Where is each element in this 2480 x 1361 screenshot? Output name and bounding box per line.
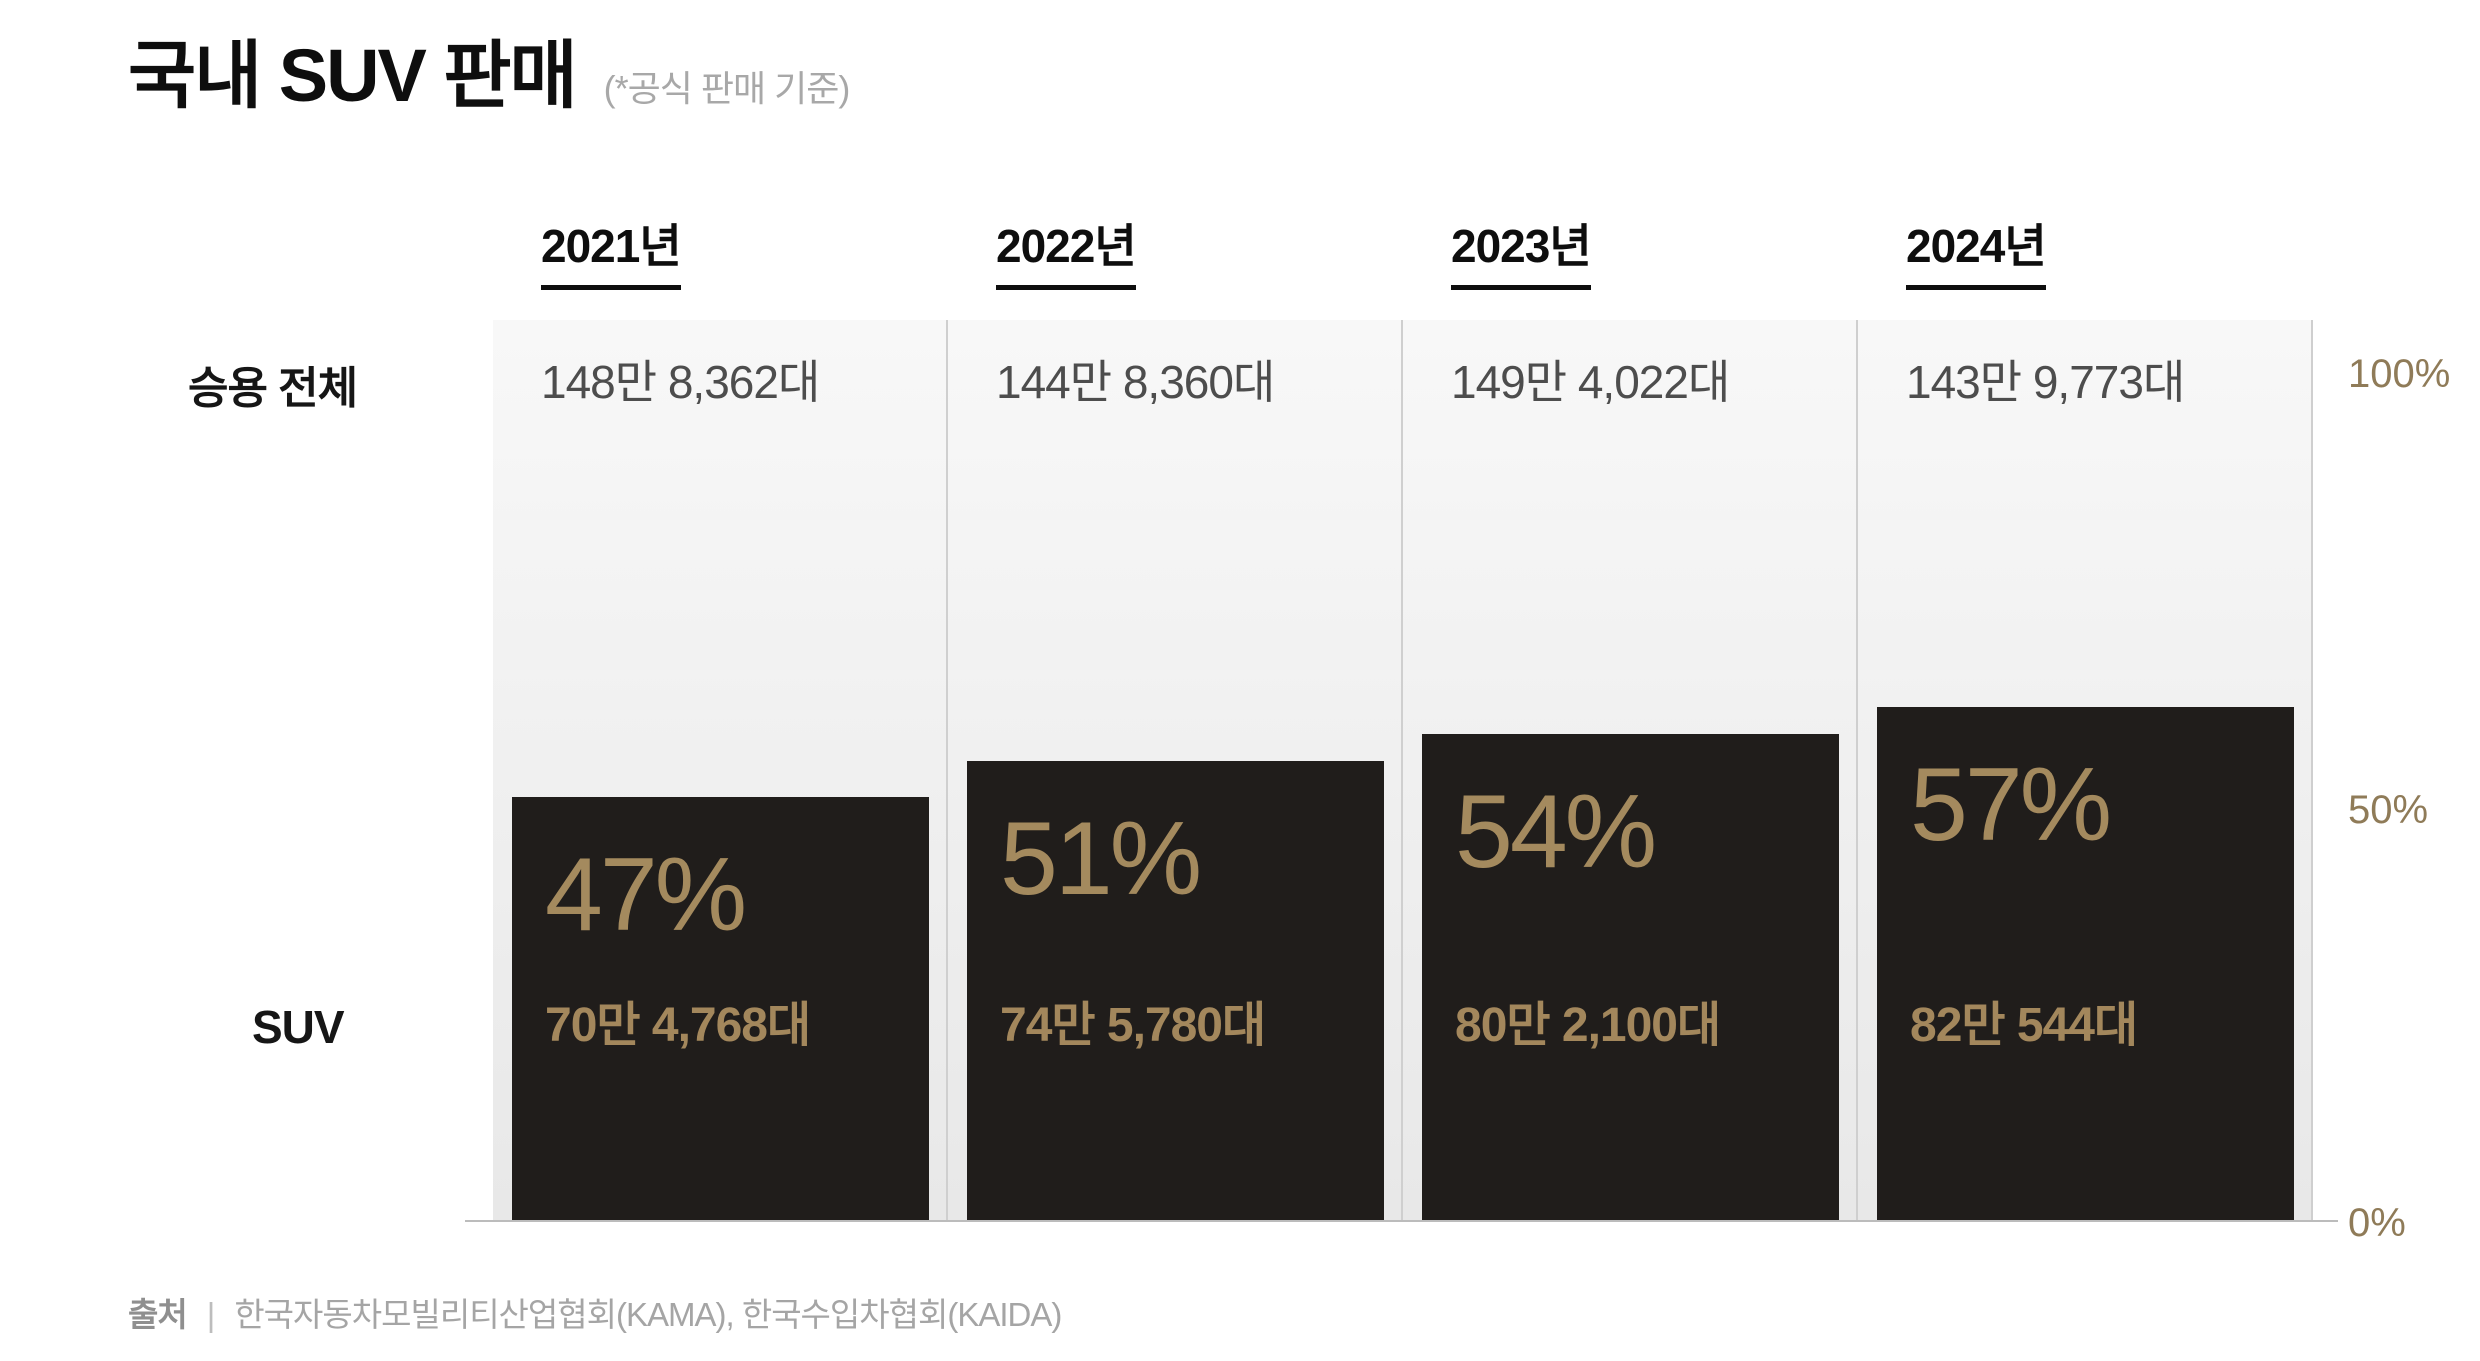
suv-sales-value: 82만 544대 [1910,999,2138,1052]
chart-column-2023: 149만 4,022대 54% 80만 2,100대 [1403,320,1858,1220]
chart-column-2024: 143만 9,773대 57% 82만 544대 [1858,320,2313,1220]
suv-sales-value: 80만 2,100대 [1455,999,1721,1052]
source-label: 출처 [128,1296,188,1333]
header: 국내 SUV 판매 (*공식 판매 기준) [128,16,851,123]
suv-share-percent: 51% [1000,801,1202,917]
suv-bar-2021: 47% 70만 4,768대 [512,797,929,1220]
chart-column-2022: 144만 8,360대 51% 74만 5,780대 [948,320,1403,1220]
chart-area: 148만 8,362대 47% 70만 4,768대 144만 8,360대 5… [465,320,2338,1222]
baseline-axis [465,1220,2338,1222]
axis-tick-50: 50% [2348,788,2429,832]
passenger-total-value: 143만 9,773대 [1906,356,2185,408]
passenger-total-value: 148만 8,362대 [541,356,820,408]
source-row: 출처 | 한국자동차모빌리티산업협회(KAMA), 한국수입차협회(KAIDA) [128,1288,1062,1336]
axis-tick-100: 100% [2348,352,2451,396]
source-text: 한국자동차모빌리티산업협회(KAMA), 한국수입차협회(KAIDA) [234,1296,1062,1333]
suv-bar-2022: 51% 74만 5,780대 [967,761,1384,1220]
suv-share-percent: 47% [545,837,747,953]
chart-column-2021: 148만 8,362대 47% 70만 4,768대 [493,320,948,1220]
year-label-2022: 2022년 [996,210,1137,290]
source-divider: | [206,1296,216,1333]
passenger-total-value: 149만 4,022대 [1451,356,1730,408]
year-label-2024: 2024년 [1906,210,2047,290]
suv-sales-value: 70만 4,768대 [545,999,811,1052]
row-label-passenger-total: 승용 전체 [188,364,358,413]
year-label-2023: 2023년 [1451,210,1592,290]
suv-share-percent: 57% [1910,747,2112,863]
page-title: 국내 SUV 판매 [128,34,578,117]
suv-bar-2024: 57% 82만 544대 [1877,707,2294,1220]
suv-share-percent: 54% [1455,774,1657,890]
subtitle: (*공식 판매 기준) [603,68,851,109]
row-label-suv: SUV [252,1001,345,1053]
year-label-2021: 2021년 [541,210,682,290]
axis-tick-0: 0% [2348,1201,2406,1245]
suv-bar-2023: 54% 80만 2,100대 [1422,734,1839,1220]
suv-sales-value: 74만 5,780대 [1000,999,1266,1052]
passenger-total-value: 144만 8,360대 [996,356,1275,408]
